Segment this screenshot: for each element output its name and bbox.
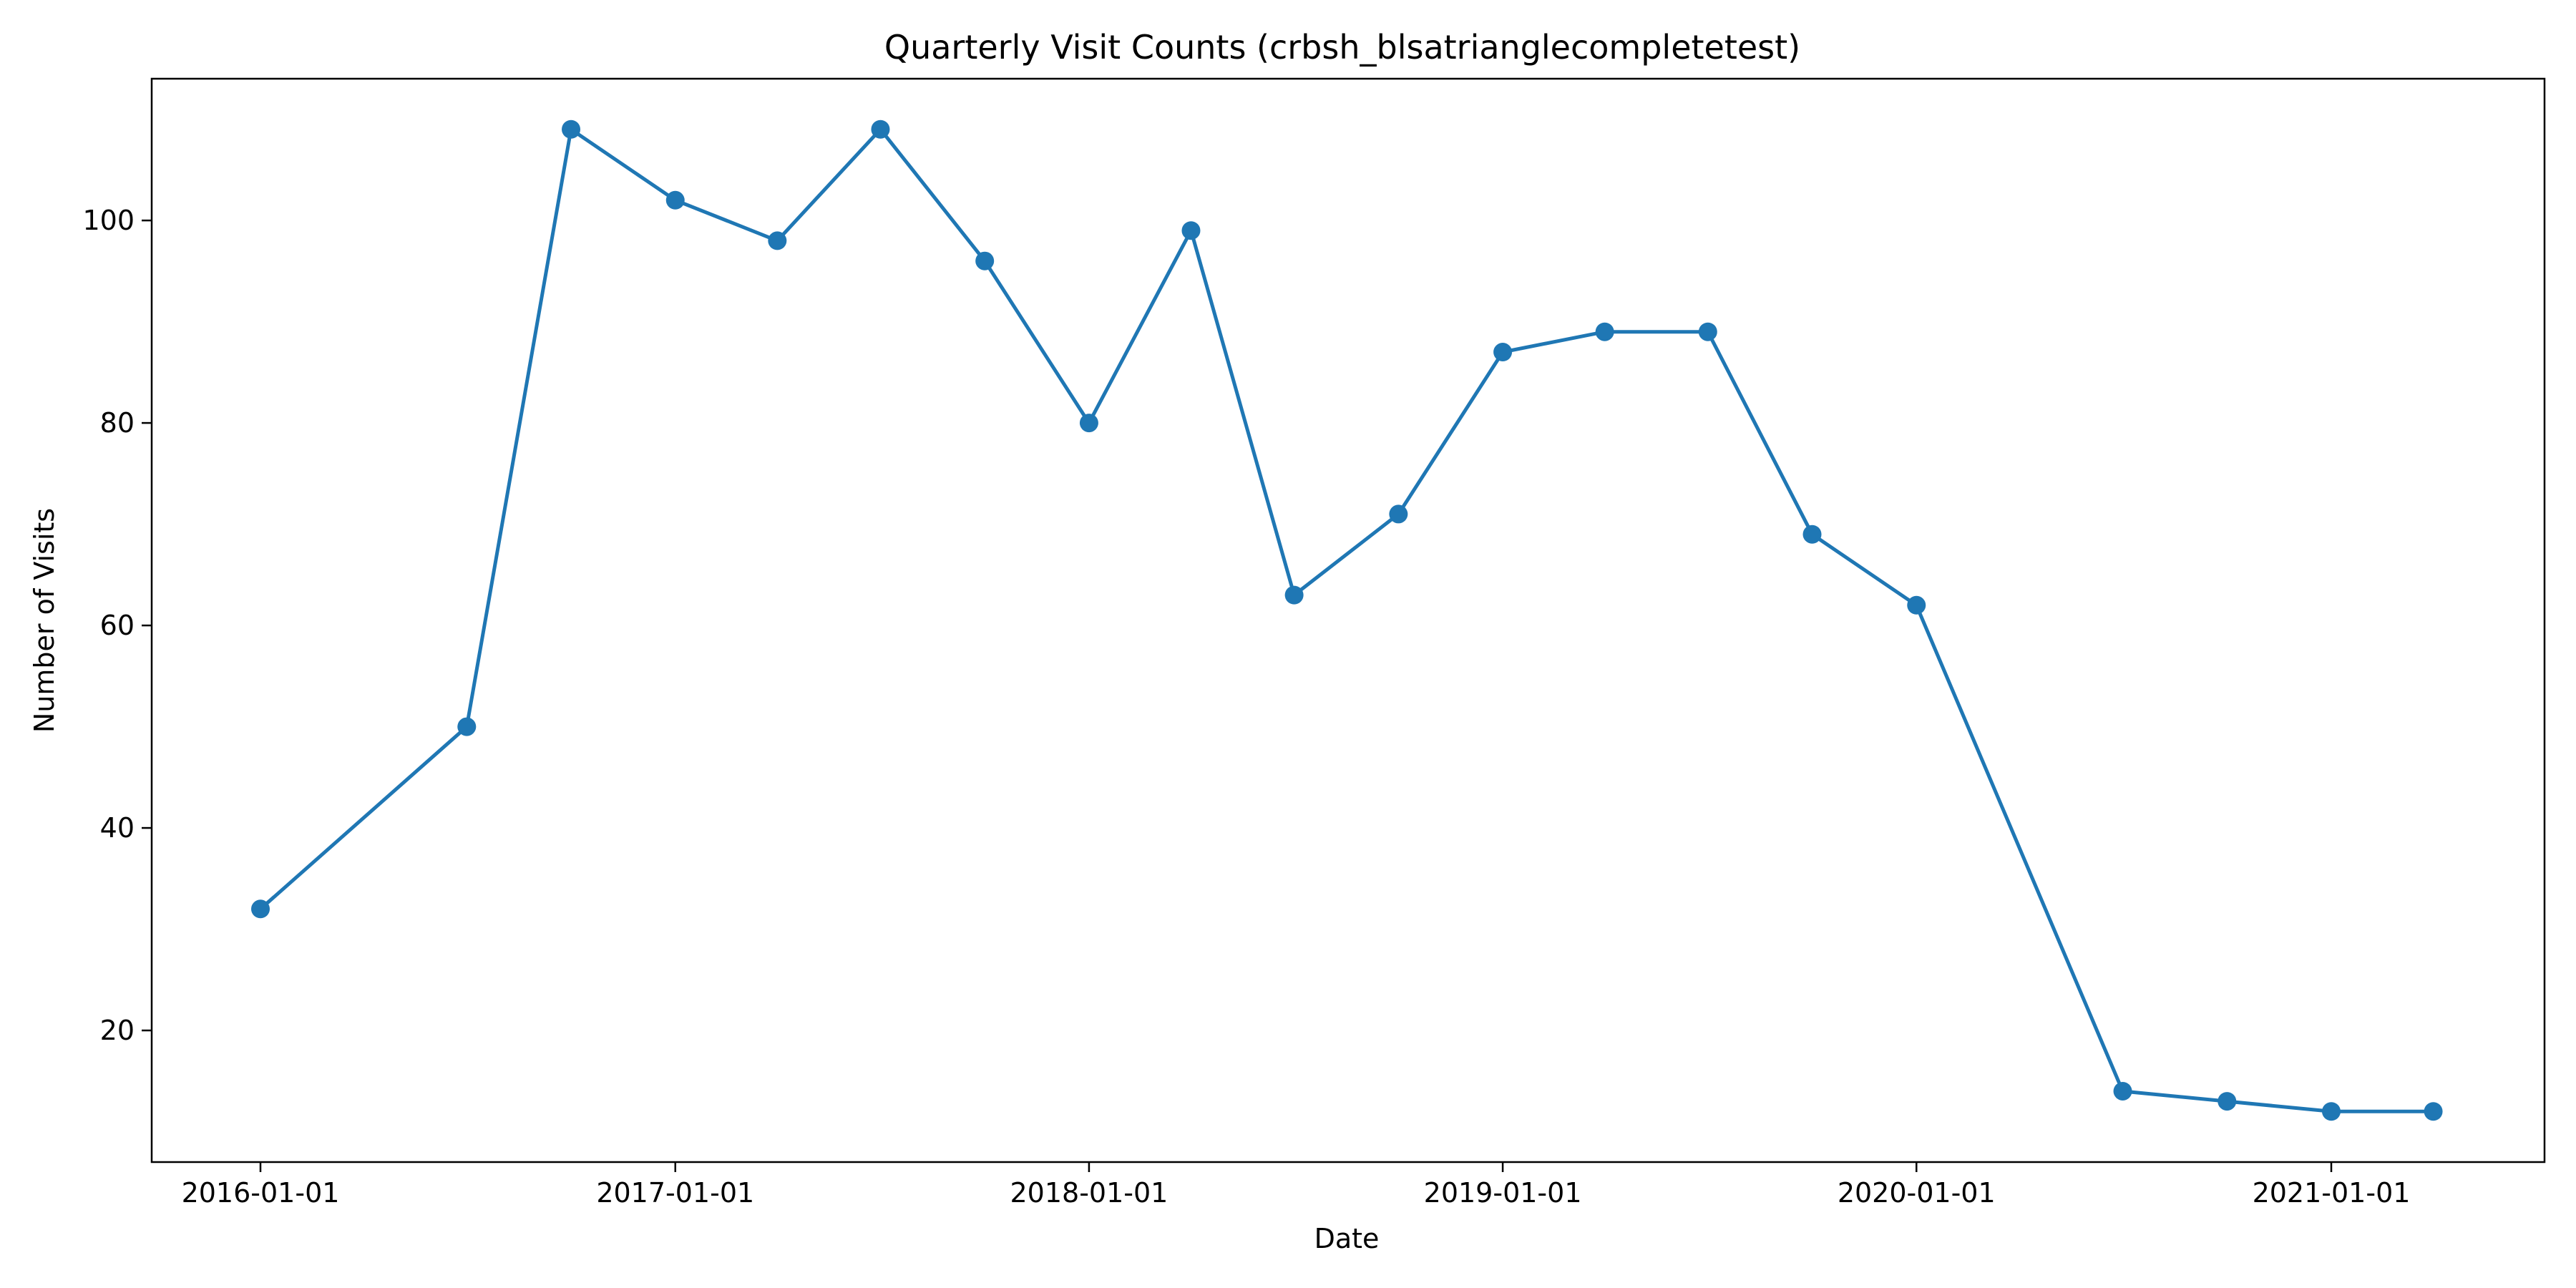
data-point bbox=[251, 899, 270, 919]
x-tick-label: 2017-01-01 bbox=[596, 1177, 754, 1209]
x-tick-label: 2018-01-01 bbox=[1010, 1177, 1168, 1209]
data-point bbox=[871, 119, 890, 139]
y-tick-label: 100 bbox=[82, 205, 135, 236]
data-point bbox=[1181, 221, 1201, 240]
x-axis-label: Date bbox=[1314, 1223, 1380, 1254]
data-point bbox=[457, 717, 477, 736]
series-line bbox=[259, 127, 2434, 1113]
plot-frame bbox=[150, 77, 2546, 1163]
y-tick-label: 80 bbox=[100, 407, 135, 439]
data-point bbox=[562, 119, 581, 139]
data-point bbox=[2113, 1081, 2132, 1101]
data-point bbox=[1802, 525, 1822, 544]
data-point bbox=[1595, 322, 1614, 341]
data-point bbox=[2218, 1092, 2237, 1111]
x-tick-label: 2020-01-01 bbox=[1838, 1177, 1996, 1209]
x-tick-label: 2016-01-01 bbox=[182, 1177, 340, 1209]
data-point bbox=[1079, 414, 1098, 433]
data-point bbox=[1907, 595, 1926, 615]
data-point bbox=[2322, 1102, 2341, 1121]
data-point bbox=[665, 190, 685, 210]
data-point bbox=[1389, 504, 1408, 524]
y-axis-label: Number of Visits bbox=[29, 508, 60, 733]
x-axis: 2016-01-01 2017-01-01 2018-01-01 2019-01-01… bbox=[182, 1162, 2411, 1209]
y-tick-label: 60 bbox=[100, 610, 135, 641]
chart-title: Quarterly Visit Counts (crbsh_blsatriang… bbox=[884, 28, 1800, 67]
data-point bbox=[2424, 1102, 2443, 1121]
data-point bbox=[1284, 585, 1304, 605]
x-tick-label: 2021-01-01 bbox=[2253, 1177, 2411, 1209]
data-markers bbox=[251, 119, 2443, 1121]
data-point bbox=[1493, 343, 1513, 362]
y-tick-label: 20 bbox=[100, 1015, 135, 1046]
y-axis: 20 40 60 80 100 bbox=[82, 205, 152, 1046]
x-tick-label: 2019-01-01 bbox=[1424, 1177, 1582, 1209]
data-point bbox=[975, 251, 995, 270]
data-point bbox=[1698, 322, 1717, 341]
data-point bbox=[768, 231, 787, 250]
y-tick-label: 40 bbox=[100, 812, 135, 844]
